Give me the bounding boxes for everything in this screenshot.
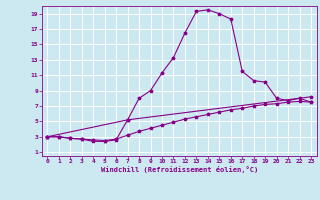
X-axis label: Windchill (Refroidissement éolien,°C): Windchill (Refroidissement éolien,°C): [100, 166, 258, 173]
